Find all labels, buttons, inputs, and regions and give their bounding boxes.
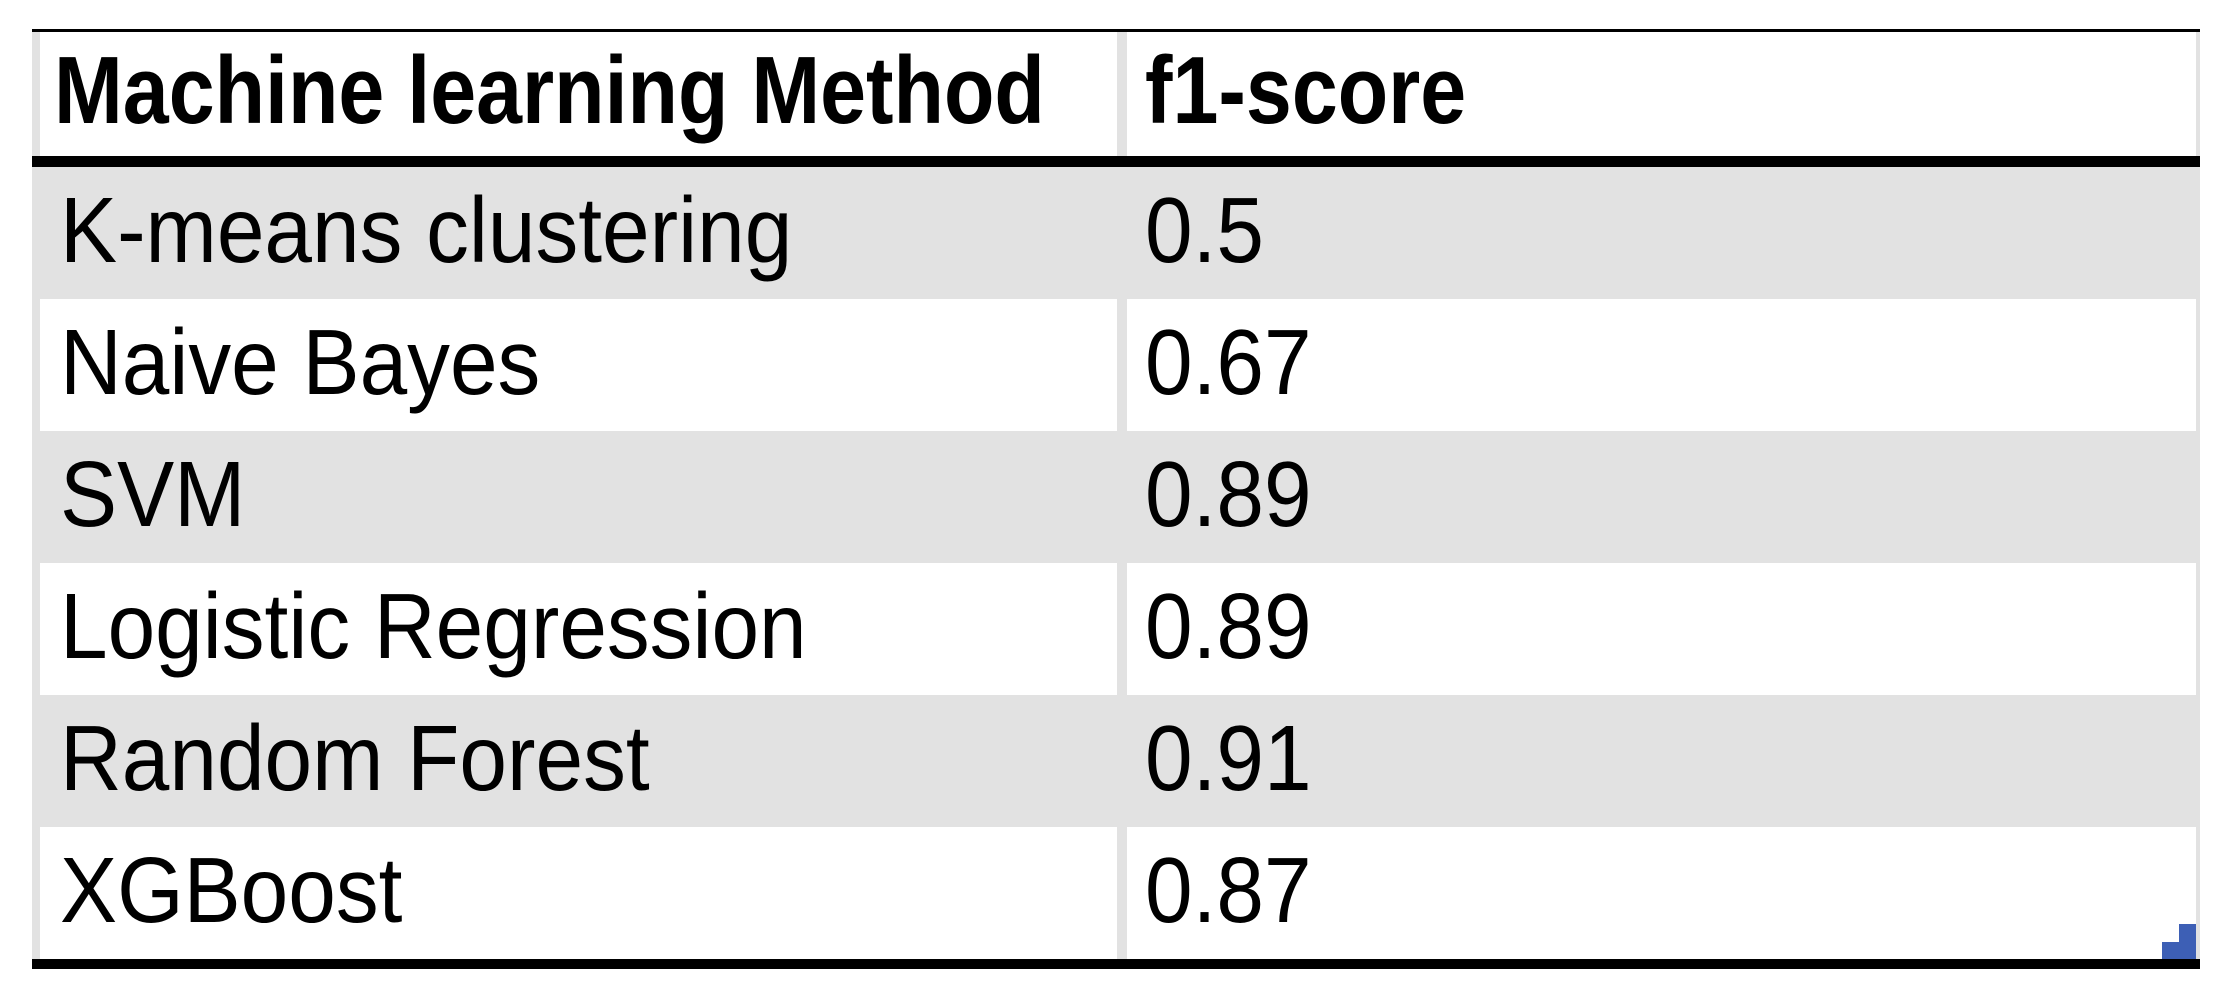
table-left-edge [32, 563, 40, 695]
table-right-edge [2196, 32, 2200, 156]
f1-value: 0.91 [1145, 705, 1312, 810]
cell-f1-xgboost[interactable]: 0.87 [1127, 827, 2196, 959]
column-divider [1117, 299, 1127, 431]
selection-fill-handle-step[interactable] [2162, 942, 2179, 959]
f1-value: 0.87 [1145, 837, 1312, 942]
method-label: K-means clustering [60, 177, 793, 282]
table-header-row: Machine learning Method f1-score [32, 32, 2200, 156]
table-right-edge [2196, 563, 2200, 695]
table-top-border [32, 29, 2200, 32]
column-divider [1117, 563, 1127, 695]
column-divider [1117, 32, 1127, 156]
table-right-edge [2196, 299, 2200, 431]
cell-f1-logistic-regression[interactable]: 0.89 [1127, 563, 2196, 695]
results-table: Machine learning Method f1-score K-means… [32, 29, 2200, 969]
header-method-label: Machine learning Method [54, 37, 1045, 144]
table-bottom-border [32, 959, 2200, 969]
header-cell-method[interactable]: Machine learning Method [40, 32, 1117, 156]
cell-f1-svm[interactable]: 0.89 [1127, 431, 2196, 563]
table-right-edge [2196, 167, 2200, 299]
column-divider [1117, 431, 1127, 563]
selection-fill-handle[interactable] [2179, 924, 2196, 959]
table-left-edge [32, 299, 40, 431]
cell-method-naive-bayes[interactable]: Naive Bayes [40, 299, 1117, 431]
column-divider [1117, 695, 1127, 827]
table-left-edge [32, 32, 40, 156]
cell-method-random-forest[interactable]: Random Forest [40, 695, 1117, 827]
cell-method-xgboost[interactable]: XGBoost [40, 827, 1117, 959]
header-f1-score-label: f1-score [1145, 37, 1467, 144]
table-row-random-forest: Random Forest 0.91 [32, 695, 2200, 827]
column-divider [1117, 167, 1127, 299]
table-row-naive-bayes: Naive Bayes 0.67 [32, 299, 2200, 431]
cell-f1-naive-bayes[interactable]: 0.67 [1127, 299, 2196, 431]
table-left-edge [32, 695, 40, 827]
cell-method-kmeans[interactable]: K-means clustering [40, 167, 1117, 299]
table-row-logistic-regression: Logistic Regression 0.89 [32, 563, 2200, 695]
method-label: Logistic Regression [60, 573, 807, 678]
table-left-edge [32, 431, 40, 563]
table-right-edge [2196, 431, 2200, 563]
column-divider [1117, 827, 1127, 959]
f1-value: 0.89 [1145, 441, 1312, 546]
table-right-edge [2196, 695, 2200, 827]
f1-value: 0.89 [1145, 573, 1312, 678]
method-label: SVM [60, 441, 246, 546]
cell-method-svm[interactable]: SVM [40, 431, 1117, 563]
table-left-edge [32, 167, 40, 299]
table-row-xgboost: XGBoost 0.87 [32, 827, 2200, 959]
f1-value: 0.67 [1145, 309, 1312, 414]
table-row-kmeans: K-means clustering 0.5 [32, 167, 2200, 299]
cell-f1-random-forest[interactable]: 0.91 [1127, 695, 2196, 827]
header-separator-border [32, 156, 2200, 167]
cell-f1-kmeans[interactable]: 0.5 [1127, 167, 2196, 299]
table-row-svm: SVM 0.89 [32, 431, 2200, 563]
f1-value: 0.5 [1145, 177, 1264, 282]
table-right-edge [2196, 827, 2200, 959]
method-label: Random Forest [60, 705, 650, 810]
cell-method-logistic-regression[interactable]: Logistic Regression [40, 563, 1117, 695]
method-label: Naive Bayes [60, 309, 541, 414]
table-left-edge [32, 827, 40, 959]
method-label: XGBoost [60, 837, 403, 942]
header-cell-f1-score[interactable]: f1-score [1127, 32, 2196, 156]
